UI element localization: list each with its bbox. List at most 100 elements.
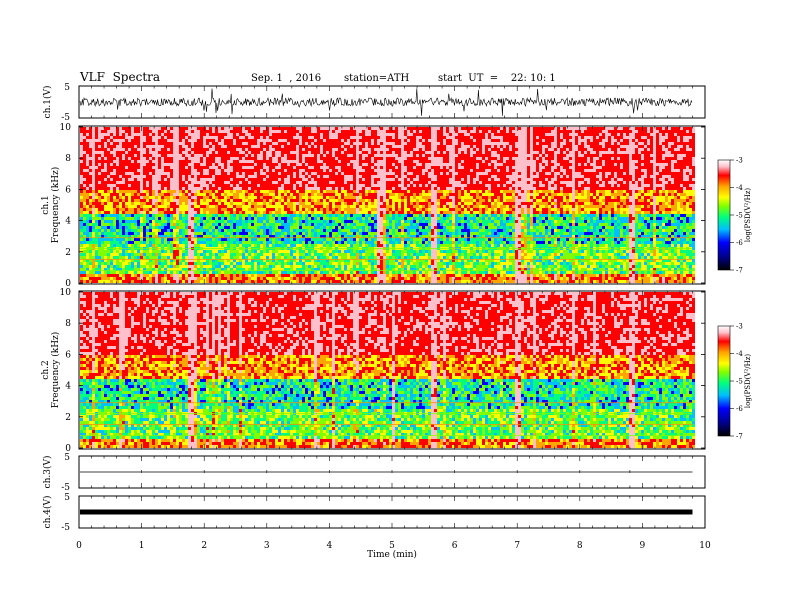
ch1-spectrogram-cell <box>128 187 131 190</box>
ch1-spectrogram-cell <box>284 259 287 262</box>
ch1-spectrogram-cell <box>173 169 176 172</box>
ch1-spectrogram-cell <box>164 232 167 235</box>
ch1-spectrogram-cell <box>290 199 293 202</box>
ch1-spectrogram-cell <box>293 253 296 256</box>
ch1-spectrogram-cell <box>125 220 128 223</box>
ch1-spectrogram-cell <box>344 151 347 154</box>
ch1-spectrogram-cell <box>110 280 113 283</box>
ch1-spectrogram-cell <box>98 151 101 154</box>
ch1-spectrogram-cell <box>302 214 305 217</box>
ch1-spectrogram-cell <box>104 127 107 130</box>
ch1-spectrogram-cell <box>134 211 137 214</box>
ch1-spectrogram-cell <box>344 130 347 133</box>
ch1-spectrogram-cell <box>149 127 152 130</box>
ch1-spectrogram-cell <box>359 202 362 205</box>
ch1-spectrogram-cell <box>320 193 323 196</box>
ch1-spectrogram-cell <box>182 277 185 280</box>
ch1-spectrogram-cell <box>272 178 275 181</box>
ch1-spectrogram-cell <box>134 130 137 133</box>
ch1-spectrogram-cell <box>212 217 215 220</box>
ch1-spectrogram-cell <box>341 280 344 283</box>
ch1-spectrogram-cell <box>194 193 197 196</box>
ch1-spectrogram-cell <box>149 241 152 244</box>
ch1-spectrogram-cell <box>89 187 92 190</box>
ch1-spectrogram-cell <box>320 205 323 208</box>
ch1-spectrogram-cell <box>287 202 290 205</box>
ch1-spectrogram-cell <box>101 172 104 175</box>
ch1-spectrogram-cell <box>92 196 95 199</box>
ch1-spectrogram-cell <box>95 142 98 145</box>
ch1-spectrogram-cell <box>128 256 131 259</box>
ch1-spectrogram-cell <box>347 229 350 232</box>
ch1-spectrogram-cell <box>158 241 161 244</box>
ch1-spectrogram-cell <box>215 142 218 145</box>
ch1-spectrogram-cell <box>116 154 119 157</box>
ch1-spectrogram-cell <box>218 244 221 247</box>
ch1-spectrogram-cell <box>137 199 140 202</box>
ch1-spectrogram-cell <box>299 172 302 175</box>
ch1-spectrogram-cell <box>224 223 227 226</box>
ch1-spectrogram-cell <box>284 268 287 271</box>
ch1-spectrogram-cell <box>287 151 290 154</box>
ch1-spectrogram-cell <box>332 223 335 226</box>
ch1-spectrogram-cell <box>86 202 89 205</box>
ch1-spectrogram-cell <box>332 268 335 271</box>
ch1-spectrogram-cell <box>344 145 347 148</box>
ch1-spectrogram-cell <box>113 193 116 196</box>
ch1-spectrogram-cell <box>119 259 122 262</box>
ch1-spectrogram-cell <box>284 154 287 157</box>
ch1-spectrogram-cell <box>128 175 131 178</box>
ch1-spectrogram-cell <box>299 139 302 142</box>
ch1-spectrogram-cell <box>272 130 275 133</box>
ch1-spectrogram-cell <box>149 190 152 193</box>
ch1-spectrogram-cell <box>275 145 278 148</box>
ch1-spectrogram-cell <box>242 169 245 172</box>
ch1-spectrogram-cell <box>206 196 209 199</box>
ch1-spectrogram-cell <box>116 223 119 226</box>
ch1-spectrogram-cell <box>242 190 245 193</box>
ch1-spectrogram-cell <box>173 127 176 130</box>
ch1-spectrogram-cell <box>230 271 233 274</box>
ch1-spectrogram-cell <box>197 226 200 229</box>
ch1-spectrogram-cell <box>338 229 341 232</box>
ch1-spectrogram-cell <box>155 220 158 223</box>
ch1-spectrogram-cell <box>116 217 119 220</box>
ch1-spectrogram-cell <box>299 145 302 148</box>
ch1-spectrogram-cell <box>323 280 326 283</box>
ch1-spectrogram-cell <box>227 154 230 157</box>
ch1-spectrogram-cell <box>251 235 254 238</box>
ch1-spectrogram-cell <box>206 181 209 184</box>
ch1-spectrogram-cell <box>86 223 89 226</box>
ch1-spectrogram-cell <box>299 244 302 247</box>
ch1-spectrogram-cell <box>92 151 95 154</box>
ch1-spectrogram-cell <box>362 229 365 232</box>
ch1-spectrogram-cell <box>173 175 176 178</box>
ch1-spectrogram-cell <box>188 220 191 223</box>
ch1-spectrogram-cell <box>290 229 293 232</box>
ch1-spectrogram-cell <box>116 157 119 160</box>
ch1-spectrogram-cell <box>332 127 335 130</box>
ch1-spectrogram-cell <box>146 244 149 247</box>
ch1-spectrogram-cell <box>308 223 311 226</box>
ch1-spectrogram-cell <box>338 166 341 169</box>
ch1-spectrogram-cell <box>248 214 251 217</box>
ch1-spectrogram-cell <box>362 232 365 235</box>
ch1-spectrogram-cell <box>302 241 305 244</box>
ch1-spectrogram-cell <box>134 139 137 142</box>
ch1-spectrogram-cell <box>353 175 356 178</box>
ch1-spectrogram-cell <box>296 235 299 238</box>
ch1-spectrogram-cell <box>98 280 101 283</box>
ch1-spectrogram-cell <box>185 136 188 139</box>
ch1-spectrogram-cell <box>350 214 353 217</box>
ch1-spectrogram-cell <box>263 274 266 277</box>
ch1-spectrogram-cell <box>95 268 98 271</box>
ch1-spectrogram-cell <box>299 136 302 139</box>
ch1-spectrogram-cell <box>152 259 155 262</box>
ch1-spectrogram-cell <box>224 232 227 235</box>
ch1-spectrogram-cell <box>323 172 326 175</box>
ch1-spectrogram-cell <box>233 127 236 130</box>
ch1-spectrogram-cell <box>344 190 347 193</box>
ch1-spectrogram-cell <box>263 145 266 148</box>
ch1-spectrogram-cell <box>185 145 188 148</box>
ch1-spectrogram-cell <box>191 244 194 247</box>
